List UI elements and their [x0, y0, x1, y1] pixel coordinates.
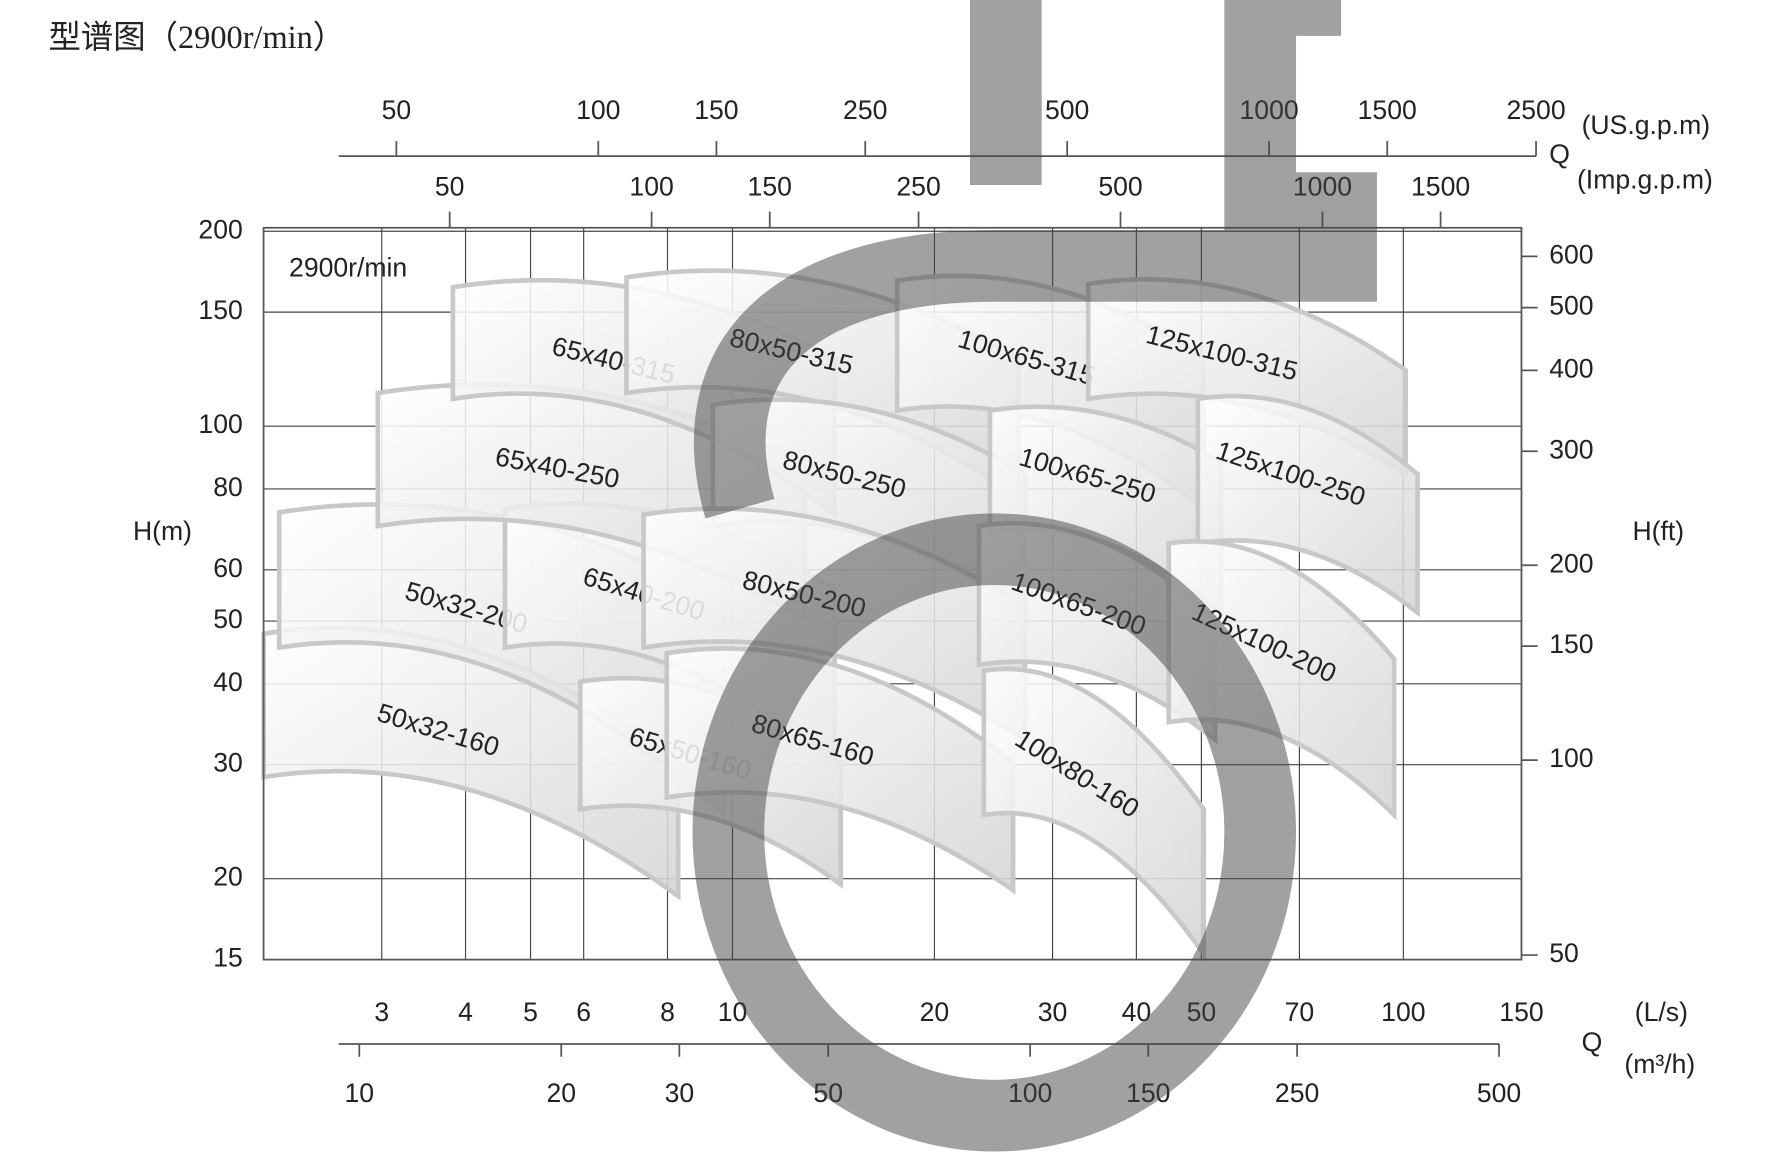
x-tick-label: 20	[546, 1078, 576, 1108]
x-tick-label: 30	[1038, 997, 1068, 1027]
x-tick-label: 70	[1285, 997, 1315, 1027]
x-tick-label: 250	[843, 95, 887, 125]
x-tick-label: 50	[382, 95, 412, 125]
x-tick-label: 100	[1381, 997, 1425, 1027]
y-tick-label: 200	[198, 214, 242, 244]
watermark	[692, 0, 1377, 1152]
axes: 3 4 5 6 8 10 20 30 40 50 70 100 15015203040506080100…	[198, 95, 1712, 1108]
y-tick-label: 60	[213, 553, 243, 583]
axis-unit: (Imp.g.p.m)	[1577, 165, 1713, 195]
y2-tick-label: 600	[1549, 239, 1593, 269]
axis-unit: (m³/h)	[1624, 1049, 1695, 1079]
x-tick-label: 100	[576, 95, 620, 125]
x-tick-label: 100	[629, 171, 673, 201]
y-tick-label: 40	[213, 667, 243, 697]
x-tick-label: 250	[896, 171, 940, 201]
y-tick-label: 80	[213, 472, 243, 502]
x2-axis-label: Q	[1549, 139, 1570, 169]
y-tick-label: 150	[198, 295, 242, 325]
x-tick-label: 500	[1477, 1078, 1521, 1108]
y2-tick-label: 50	[1549, 938, 1579, 968]
annotation: 2900r/min	[289, 252, 407, 282]
x-tick-label: 150	[1499, 997, 1543, 1027]
y2-tick-label: 300	[1549, 434, 1593, 464]
y-tick-label: 20	[213, 862, 243, 892]
x-axis-label: Q	[1582, 1027, 1603, 1057]
y2-tick-label: 500	[1549, 291, 1593, 321]
x-tick-label: 10	[345, 1078, 375, 1108]
x-tick-label: 6	[576, 997, 591, 1027]
plot-frame	[262, 226, 1523, 961]
x-tick-label: 1500	[1358, 95, 1417, 125]
x-tick-label: 30	[665, 1078, 695, 1108]
y2-tick-label: 200	[1549, 548, 1593, 578]
x-tick-label: 2500	[1506, 95, 1565, 125]
y-tick-label: 30	[213, 748, 243, 778]
y-tick-label: 15	[213, 943, 243, 973]
x-tick-label: 500	[1045, 95, 1089, 125]
y2-tick-label: 150	[1549, 629, 1593, 659]
x-tick-label: 4	[458, 997, 473, 1027]
y-tick-label: 100	[198, 409, 242, 439]
pump-tile	[1195, 393, 1420, 618]
x-tick-label: 150	[748, 171, 792, 201]
y-tick-label: 50	[213, 604, 243, 634]
x-tick-label: 5	[523, 997, 538, 1027]
x-tick-label: 250	[1275, 1078, 1319, 1108]
y2-tick-label: 100	[1549, 743, 1593, 773]
y2-tick-label: 400	[1549, 353, 1593, 383]
x-tick-label: 500	[1098, 171, 1142, 201]
x-tick-label: 20	[920, 997, 950, 1027]
x-unit: (L/s)	[1635, 997, 1688, 1027]
y-axis-label: H(m)	[133, 516, 192, 546]
axis-unit: (US.g.p.m)	[1582, 110, 1710, 140]
chart-title: 型谱图（2900r/min）	[49, 20, 346, 56]
y2-axis-label: H(ft)	[1632, 516, 1684, 546]
x-tick-label: 8	[660, 997, 675, 1027]
x-tick-label: 1500	[1411, 171, 1470, 201]
x-tick-label: 150	[694, 95, 738, 125]
x-tick-label: 3	[374, 997, 389, 1027]
x-tick-label: 50	[435, 171, 465, 201]
